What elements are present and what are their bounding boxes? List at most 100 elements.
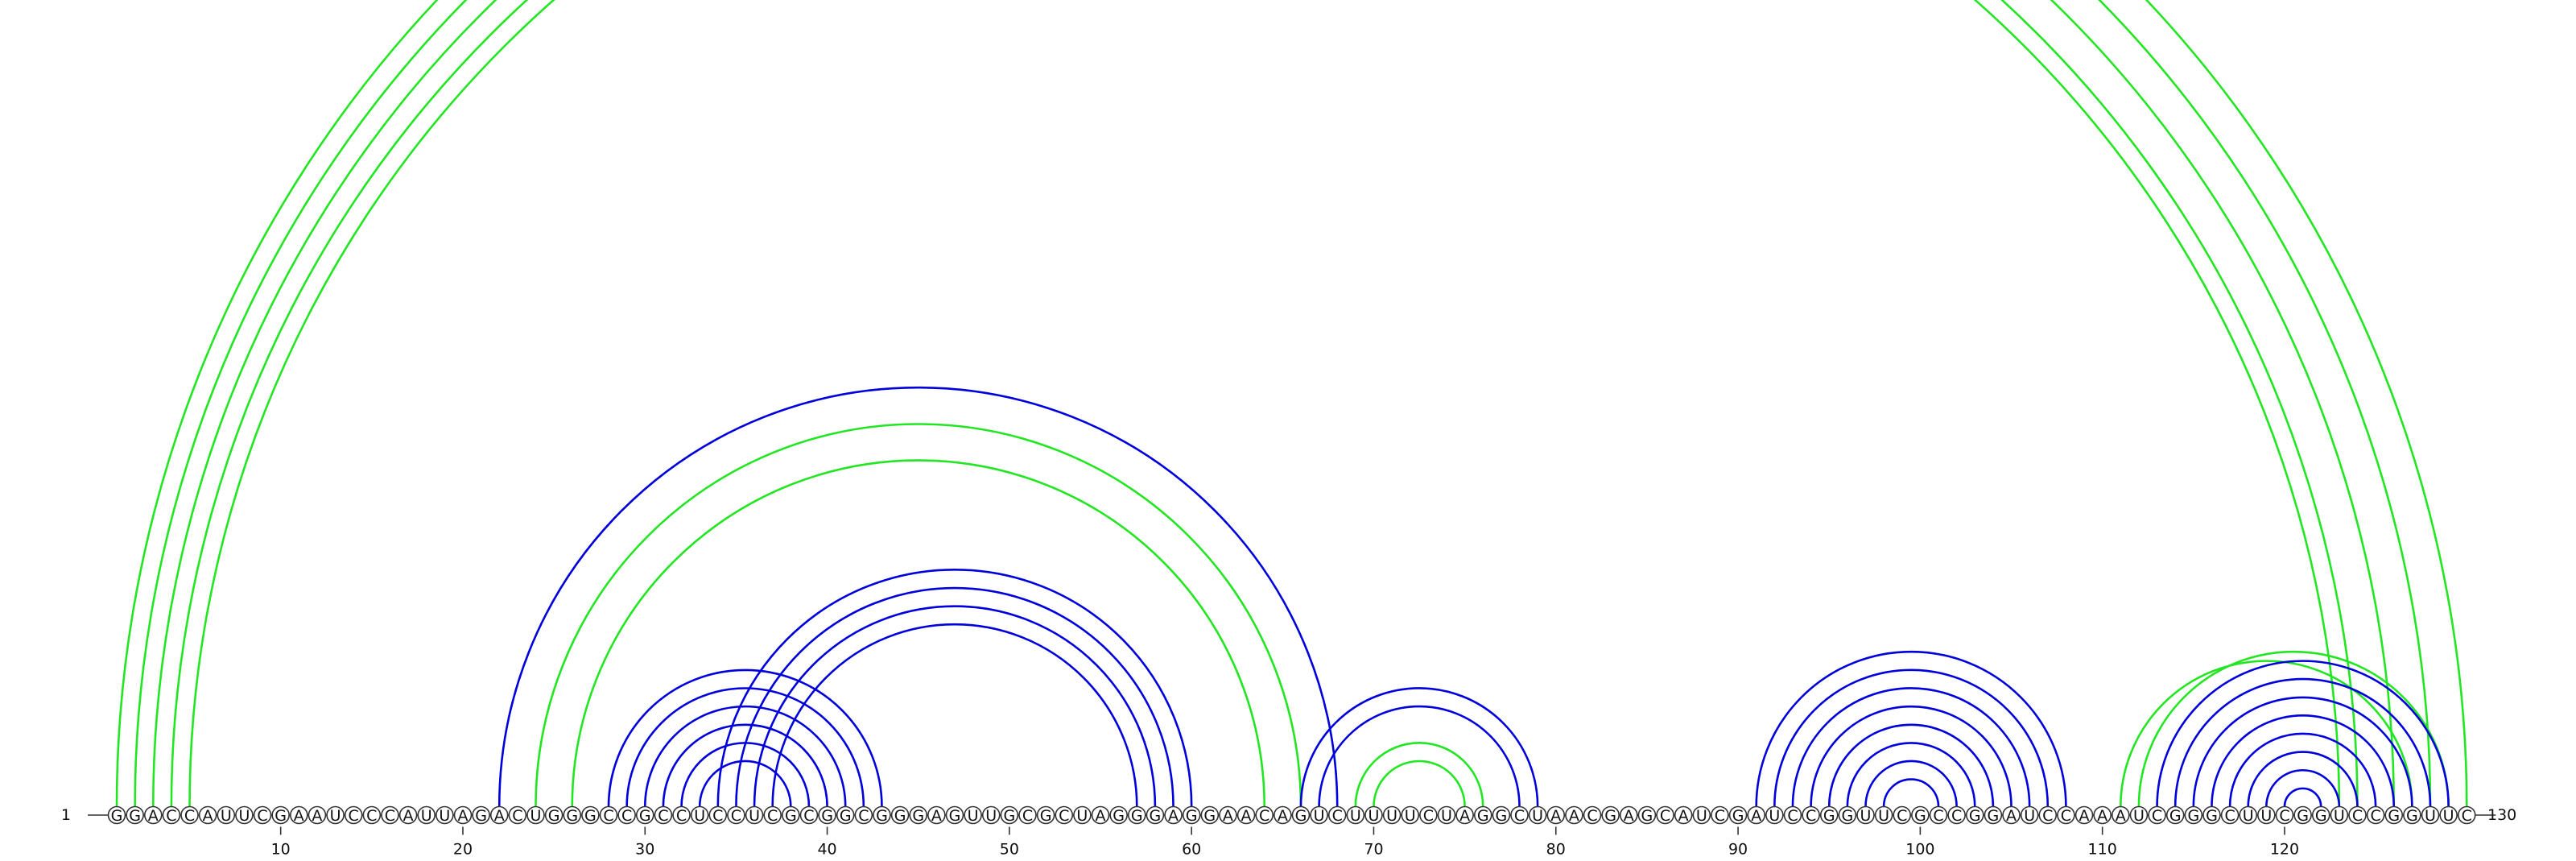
nucleotide-circle: [1455, 805, 1474, 825]
nucleotide-letter: C: [1787, 807, 1798, 825]
nucleotide-letter: C: [366, 807, 377, 825]
nucleotide: C: [1018, 805, 1037, 825]
nucleotide-letter: A: [294, 807, 304, 825]
nucleotide: A: [2002, 805, 2021, 825]
pair-arc: [2283, 787, 2322, 807]
tick-label: 120: [2270, 841, 2299, 858]
nucleotide: G: [836, 805, 855, 825]
nucleotide: U: [1765, 805, 1784, 825]
nucleotide-circle: [1419, 805, 1438, 825]
nucleotide-letter: C: [2224, 807, 2235, 825]
nucleotide: U: [436, 805, 454, 825]
nucleotide-letter: U: [1696, 807, 1707, 825]
nucleotide-circle: [2020, 805, 2039, 825]
nucleotide: U: [1346, 805, 1365, 825]
nucleotide: A: [1455, 805, 1474, 825]
nucleotide: C: [253, 805, 272, 825]
nucleotide: A: [489, 805, 509, 825]
nucleotide-letter: C: [1332, 807, 1343, 825]
nucleotide-circle: [1674, 805, 1693, 825]
nucleotide: G: [1984, 805, 2003, 825]
nucleotide: G: [909, 805, 928, 825]
nucleotide-letter: G: [584, 807, 597, 825]
nucleotide: U: [2020, 805, 2039, 825]
nucleotide-circle: [836, 805, 855, 825]
nucleotide: A: [1274, 805, 1292, 825]
nucleotide-circle: [381, 805, 399, 825]
nucleotide-letter: G: [1113, 807, 1125, 825]
nucleotide-letter: U: [2133, 807, 2145, 825]
nucleotide-letter: C: [621, 807, 632, 825]
nucleotide-circle: [1802, 805, 1820, 825]
nucleotide-letter: A: [1751, 807, 1761, 825]
nucleotide-letter: G: [2297, 807, 2309, 825]
nucleotide-circle: [544, 805, 564, 825]
nucleotide-letter: G: [2406, 807, 2418, 825]
nucleotide-letter: C: [1933, 807, 1943, 825]
arcs-layer: [117, 0, 2467, 806]
nucleotide-letter: C: [1951, 807, 1962, 825]
nucleotide: C: [162, 805, 181, 825]
nucleotide-letter: U: [2443, 807, 2454, 825]
nucleotide-letter: U: [1878, 807, 1889, 825]
nucleotide: G: [2311, 805, 2330, 825]
nucleotide-letter: U: [2425, 807, 2436, 825]
nucleotide-letter: A: [1241, 807, 1252, 825]
nucleotide-circle: [1236, 805, 1256, 825]
nucleotide: A: [1236, 805, 1256, 825]
nucleotide-circle: [1510, 805, 1529, 825]
nucleotide: C: [1327, 805, 1347, 825]
pair-arc: [170, 0, 2359, 807]
nucleotide-circle: [2439, 805, 2458, 825]
nucleotide-letter: G: [1477, 807, 1489, 825]
nucleotide-circle: [2366, 805, 2385, 825]
nucleotide-circle: [1692, 805, 1711, 825]
nucleotide: U: [1528, 805, 1547, 825]
pair-arc: [571, 459, 1265, 807]
nucleotide-circle: [782, 805, 800, 825]
nucleotide: A: [927, 805, 946, 825]
nucleotide: U: [2257, 805, 2276, 825]
nucleotide: G: [1965, 805, 1984, 825]
nucleotide: G: [1819, 805, 1839, 825]
nucleotide-letter: C: [1587, 807, 1597, 825]
nucleotide-circle: [526, 805, 545, 825]
nucleotide-circle: [1656, 805, 1674, 825]
nucleotide: C: [1783, 805, 1802, 825]
pair-arc: [716, 569, 1193, 807]
nucleotide: C: [344, 805, 363, 825]
nucleotide: G: [1146, 805, 1165, 825]
nucleotide-circle: [180, 805, 199, 825]
nucleotide-letter: U: [1076, 807, 1088, 825]
nucleotide-circle: [2293, 805, 2312, 825]
nucleotide: U: [1401, 805, 1420, 825]
nucleotide-circle: [1310, 805, 1328, 825]
ticks-layer: 10 20 30 40 50 60 70 80 90 100 110 120: [271, 826, 2299, 859]
nucleotide-circle: [1856, 805, 1875, 825]
nucleotide-letter: A: [457, 807, 468, 825]
nucleotide: C: [1711, 805, 1729, 825]
pair-arc: [2192, 696, 2413, 807]
nucleotide-circle: [818, 805, 836, 825]
nucleotide-letter: G: [566, 807, 578, 825]
nucleotide-circle: [1036, 805, 1055, 825]
nucleotide-letter: G: [1914, 807, 1926, 825]
nucleotide-circle: [1528, 805, 1547, 825]
nucleotide-letter: G: [1732, 807, 1744, 825]
nucleotide-letter: U: [2243, 807, 2254, 825]
nucleotide-circle: [708, 805, 728, 825]
nucleotide: C: [2348, 805, 2367, 825]
nucleotide-circle: [1747, 805, 1765, 825]
nucleotide-circle: [563, 805, 582, 825]
nucleotide-circle: [344, 805, 363, 825]
nucleotide: U: [217, 805, 236, 825]
nucleotide-circle: [799, 805, 819, 825]
nucleotide-circle: [581, 805, 600, 825]
nucleotide: G: [1109, 805, 1128, 825]
nucleotide-circle: [126, 805, 144, 825]
nucleotide: G: [1036, 805, 1055, 825]
nucleotide-circle: [217, 805, 236, 825]
nucleotide-letter: G: [1150, 807, 1162, 825]
